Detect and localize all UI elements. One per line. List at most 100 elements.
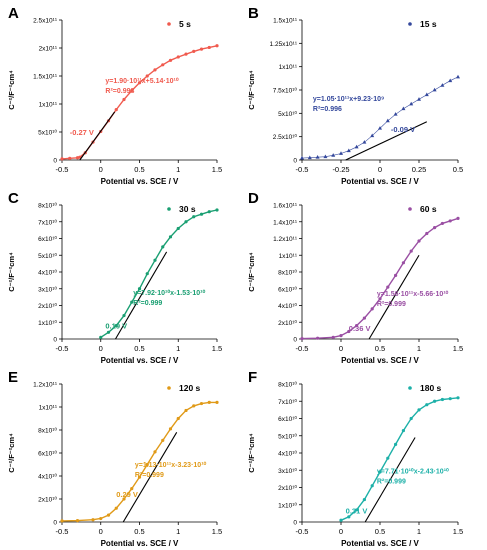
y-tick-label: 0 <box>53 337 57 344</box>
y-tick-label: 5x10¹⁰ <box>278 432 297 440</box>
x-tick-label: 0 <box>99 527 103 536</box>
y-tick-label: 0 <box>53 158 57 165</box>
x-axis-title: Potential vs. SCE / V <box>101 177 179 186</box>
y-tick-label: 6x10¹⁰ <box>38 235 57 243</box>
x-tick-label: 0 <box>339 344 343 353</box>
fit-r-squared: R²=0.999 <box>377 479 406 486</box>
y-tick-label: 5x10¹⁰ <box>278 110 297 118</box>
panel-letter: D <box>248 190 259 207</box>
x-intercept-label: 0.31 V <box>346 507 368 516</box>
fit-line <box>79 111 116 161</box>
y-tick-label: 8x10¹⁰ <box>278 269 297 277</box>
y-tick-label: 3x10¹⁰ <box>38 285 57 293</box>
x-tick-label: 1.5 <box>453 344 463 353</box>
x-tick-label: -0.5 <box>296 527 309 536</box>
y-tick-label: 1.5x10¹¹ <box>273 18 298 25</box>
fit-r-squared: R²=0.998 <box>105 88 134 95</box>
data-point <box>323 154 328 159</box>
fit-line <box>364 437 416 523</box>
x-tick-label: 1 <box>176 165 180 174</box>
x-intercept-label: -0.27 V <box>70 128 94 137</box>
y-tick-label: 7x10¹⁰ <box>278 398 297 406</box>
x-tick-label: 0 <box>99 344 103 353</box>
x-tick-label: 0.5 <box>134 344 144 353</box>
x-intercept-label: -0.09 V <box>391 125 415 134</box>
fit-r-squared: R²=0.999 <box>377 301 406 308</box>
x-tick-label: 1 <box>176 344 180 353</box>
x-tick-label: 0 <box>378 165 382 174</box>
x-tick-label: 0.5 <box>375 527 385 536</box>
y-axis-title: C⁻²/F⁻²cm⁴ <box>247 433 256 473</box>
y-tick-label: 2.5x10¹⁰ <box>273 133 298 141</box>
legend-label: 15 s <box>420 19 437 29</box>
y-tick-label: 6x10¹⁰ <box>278 285 297 293</box>
y-axis-title: C⁻²/F⁻²cm⁴ <box>247 70 256 110</box>
fit-equation: y=1.05·10¹¹x+9.23·10⁹ <box>313 96 384 103</box>
x-tick-label: 0.5 <box>453 165 463 174</box>
chart-panel-F: F-0.5 0 0.5 1 1.501x10¹⁰2x10¹⁰3x10¹⁰4x10¹⁰5x… <box>247 369 463 548</box>
series-line <box>301 217 459 340</box>
y-tick-label: 6x10¹⁰ <box>278 415 297 423</box>
x-axis-title: Potential vs. SCE / V <box>101 356 179 365</box>
x-tick-label: 1.5 <box>212 344 222 353</box>
x-tick-label: 1 <box>176 527 180 536</box>
fit-r-squared: R²=0.996 <box>313 106 342 113</box>
y-tick-label: 6x10¹⁰ <box>38 450 57 458</box>
series-line <box>61 401 217 522</box>
y-tick-label: 0 <box>293 337 297 344</box>
y-tick-label: 1.25x10¹¹ <box>270 41 298 48</box>
y-tick-label: 3x10¹⁰ <box>278 467 297 475</box>
legend-label: 60 s <box>420 204 437 214</box>
x-tick-label: 1 <box>417 527 421 536</box>
y-tick-label: 4x10¹⁰ <box>38 473 57 481</box>
y-axis-title: C⁻²/F⁻²cm⁴ <box>247 252 256 292</box>
x-tick-label: 0.5 <box>375 344 385 353</box>
series-points <box>99 208 219 339</box>
x-tick-label: 0.5 <box>134 527 144 536</box>
y-tick-label: 2.5x10¹¹ <box>33 18 58 25</box>
x-tick-label: -0.5 <box>296 344 309 353</box>
x-intercept-label: 0.29 V <box>116 490 138 499</box>
y-axis-title: C⁻²/F⁻²cm⁴ <box>7 252 16 292</box>
x-tick-label: 0.25 <box>412 165 427 174</box>
y-tick-label: 0 <box>53 520 57 527</box>
series-points <box>300 74 460 160</box>
series-points <box>60 44 219 161</box>
x-intercept-label: 0.36 V <box>349 324 371 333</box>
x-tick-label: 1.5 <box>212 165 222 174</box>
y-tick-label: 8x10¹⁰ <box>38 427 57 435</box>
y-tick-label: 4x10¹⁰ <box>38 269 57 277</box>
y-tick-label: 1x10¹¹ <box>39 405 58 412</box>
series-points <box>339 396 460 522</box>
x-axis-title: Potential vs. SCE / V <box>341 177 419 186</box>
fit-equation: y=1.56·10¹¹x-5.66·10¹⁰ <box>377 290 449 298</box>
x-tick-label: -0.25 <box>332 165 349 174</box>
y-tick-label: 1.2x10¹¹ <box>33 382 58 389</box>
x-tick-label: -0.5 <box>296 165 309 174</box>
x-tick-label: 1.5 <box>212 527 222 536</box>
x-tick-label: -0.5 <box>56 165 69 174</box>
y-tick-label: 2x10¹⁰ <box>278 484 297 492</box>
y-tick-label: 7.5x10¹⁰ <box>273 87 298 95</box>
fit-r-squared: R²=0.999 <box>135 472 164 479</box>
legend-marker <box>408 386 412 390</box>
fit-equation: y=7.92·10¹⁰x-1.53·10¹⁰ <box>133 289 205 297</box>
series-line <box>100 209 218 338</box>
y-tick-label: 2x10¹⁰ <box>278 319 297 327</box>
fit-equation: y=7.71·10¹⁰x-2.43·10¹⁰ <box>377 468 449 476</box>
legend-label: 30 s <box>179 204 196 214</box>
y-tick-label: 4x10¹⁰ <box>278 302 297 310</box>
data-point <box>385 118 390 123</box>
x-tick-label: -0.5 <box>56 344 69 353</box>
y-tick-label: 8x10¹⁰ <box>38 202 57 210</box>
x-axis-title: Potential vs. SCE / V <box>341 539 419 548</box>
legend-marker <box>167 22 171 26</box>
chart-panel-A: A-0.5 0 0.5 1 1.505x10¹⁰1x10¹¹1.5x10¹¹2x10¹¹… <box>7 5 222 186</box>
series-line <box>301 76 459 159</box>
x-tick-label: 1 <box>417 344 421 353</box>
data-point <box>378 126 382 130</box>
y-tick-label: 5x10¹⁰ <box>38 129 57 137</box>
series-line <box>340 397 459 521</box>
chart-panel-D: D-0.5 0 0.5 1 1.502x10¹⁰4x10¹⁰6x10¹⁰8x10¹⁰1x… <box>247 190 463 365</box>
